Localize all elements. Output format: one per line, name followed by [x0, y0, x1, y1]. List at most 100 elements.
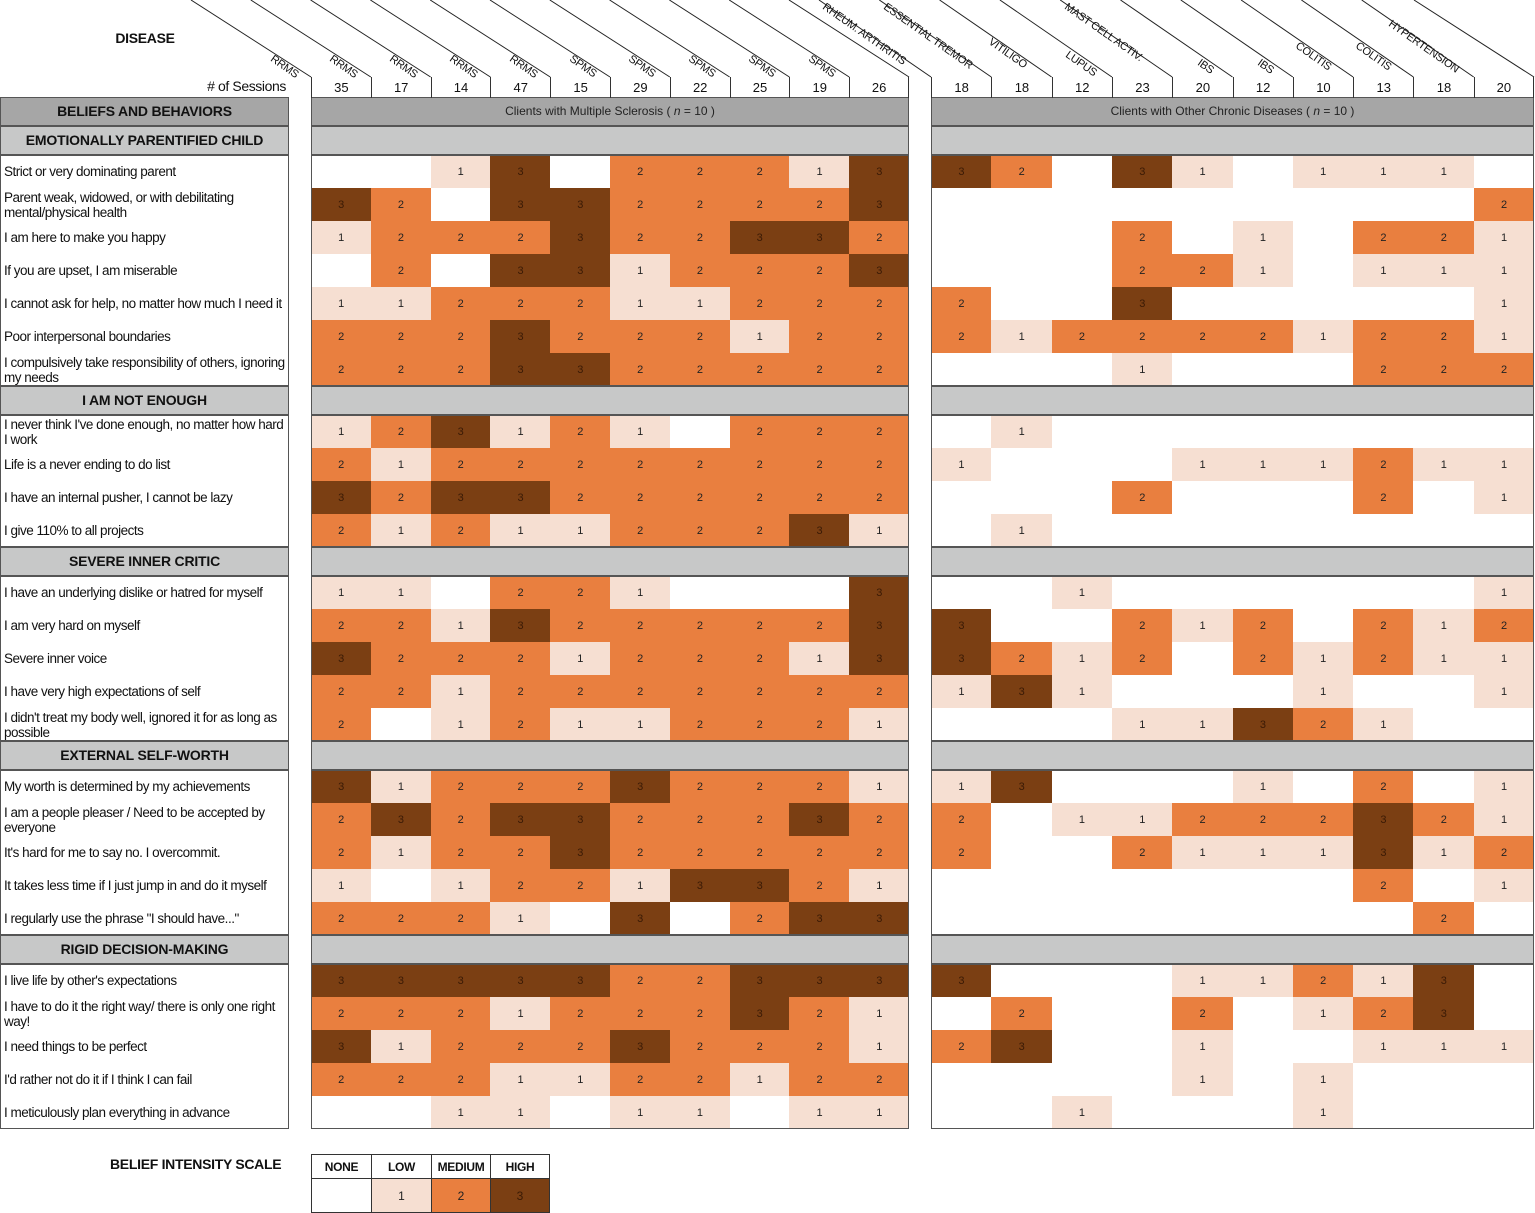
column-divider-line: [939, 0, 1052, 78]
heatmap-cell: [311, 1096, 372, 1129]
heatmap-cell: 2: [729, 836, 790, 869]
heatmap-cell: 2: [430, 642, 491, 675]
heatmap-cell: 1: [1473, 770, 1535, 803]
row-label: I have an underlying dislike or hatred f…: [0, 576, 289, 609]
heatmap-cell: 1: [1172, 1063, 1233, 1096]
heatmap-cell: [1473, 1063, 1535, 1096]
session-count: 26: [849, 77, 909, 98]
heatmap-cell: [1172, 415, 1233, 448]
heatmap-cell: 2: [430, 803, 491, 836]
heatmap-cell: 3: [931, 155, 992, 188]
heatmap-cell: 2: [729, 155, 790, 188]
legend-level-name: NONE: [311, 1154, 372, 1179]
heatmap-cell: [1051, 448, 1113, 481]
heatmap-cell: [1172, 481, 1233, 514]
heatmap-cell: 2: [669, 481, 731, 514]
heatmap-cell: 2: [430, 1063, 491, 1096]
heatmap-cell: [1413, 708, 1475, 741]
heatmap-cell: 3: [931, 964, 992, 997]
row-label: It takes less time if I just jump in and…: [0, 869, 289, 902]
row-label: Strict or very dominating parent: [0, 155, 289, 188]
heatmap-cell: 2: [490, 287, 551, 320]
section-header: EXTERNAL SELF-WORTH: [0, 741, 289, 770]
column-divider-line: [1361, 0, 1474, 78]
heatmap-cell: [1232, 481, 1294, 514]
chart-title: DISEASE: [115, 30, 175, 46]
heatmap-cell: [370, 155, 432, 188]
heatmap-cell: [1232, 576, 1294, 609]
heatmap-cell: 2: [849, 1063, 910, 1096]
heatmap-cell: 3: [849, 609, 910, 642]
heatmap-cell: 1: [430, 675, 491, 708]
heatmap-cell: 2: [669, 1030, 731, 1063]
heatmap-cell: 2: [550, 1030, 611, 1063]
section-band-other: [931, 386, 1534, 415]
heatmap-cell: 3: [1353, 836, 1414, 869]
heatmap-cell: 2: [550, 869, 611, 902]
heatmap-cell: 3: [1111, 155, 1173, 188]
heatmap-cell: 2: [550, 287, 611, 320]
heatmap-cell: 3: [311, 188, 372, 221]
row-label: I give 110% to all projects: [0, 514, 289, 547]
heatmap-cell: 2: [311, 353, 372, 386]
group-title-other-text: Clients with Other Chronic Diseases (: [1110, 104, 1310, 118]
heatmap-cell: 2: [1353, 320, 1414, 353]
heatmap-cell: 1: [849, 770, 910, 803]
heatmap-cell: 1: [849, 1096, 910, 1129]
heatmap-cell: 1: [1292, 642, 1354, 675]
session-count: 20: [1172, 77, 1232, 98]
heatmap-cell: 2: [729, 902, 790, 935]
heatmap-cell: 2: [370, 1063, 432, 1096]
heatmap-cell: [991, 221, 1053, 254]
heatmap-cell: [311, 254, 372, 287]
heatmap-cell: [931, 514, 992, 547]
heatmap-cell: 1: [1353, 1030, 1414, 1063]
heatmap-cell: [1353, 675, 1414, 708]
heatmap-cell: 2: [1413, 221, 1475, 254]
heatmap-cell: [1232, 1030, 1294, 1063]
heatmap-cell: 2: [789, 353, 850, 386]
heatmap-cell: [1413, 514, 1475, 547]
heatmap-cell: [1413, 415, 1475, 448]
heatmap-cell: 2: [610, 642, 671, 675]
heatmap-cell: 1: [1232, 448, 1294, 481]
session-count: 25: [729, 77, 790, 98]
heatmap-cell: 2: [729, 254, 790, 287]
section-band-ms: [311, 547, 909, 576]
heatmap-cell: [1051, 155, 1113, 188]
heatmap-cell: [1111, 514, 1173, 547]
heatmap-cell: [1172, 287, 1233, 320]
heatmap-cell: [991, 803, 1053, 836]
heatmap-cell: 2: [1292, 708, 1354, 741]
row-label: My worth is determined by my achievement…: [0, 770, 289, 803]
heatmap-cell: [370, 869, 432, 902]
heatmap-cell: [1232, 1063, 1294, 1096]
heatmap-cell: [1473, 514, 1535, 547]
column-divider-line: [310, 0, 431, 78]
heatmap-cell: [1051, 188, 1113, 221]
heatmap-cell: 2: [1353, 609, 1414, 642]
heatmap-cell: [1232, 353, 1294, 386]
row-label: I live life by other's expectations: [0, 964, 289, 997]
heatmap-cell: 2: [550, 609, 611, 642]
column-divider-line: [609, 0, 730, 78]
heatmap-cell: [1353, 1063, 1414, 1096]
heatmap-cell: [1292, 415, 1354, 448]
heatmap-cell: 2: [729, 353, 790, 386]
heatmap-cell: 1: [1292, 997, 1354, 1030]
heatmap-cell: [1172, 188, 1233, 221]
heatmap-cell: [789, 576, 850, 609]
heatmap-cell: [1292, 902, 1354, 935]
heatmap-cell: [991, 287, 1053, 320]
heatmap-cell: 2: [729, 481, 790, 514]
heatmap-cell: 2: [430, 320, 491, 353]
heatmap-cell: [1292, 770, 1354, 803]
heatmap-cell: 3: [1111, 287, 1173, 320]
heatmap-cell: 2: [729, 770, 790, 803]
sessions-axis-label: # of Sessions: [207, 78, 286, 94]
session-count: 10: [1292, 77, 1353, 98]
heatmap-cell: [991, 254, 1053, 287]
heatmap-cell: 1: [1473, 481, 1535, 514]
heatmap-cell: 3: [991, 770, 1053, 803]
session-count: 35: [311, 77, 371, 98]
